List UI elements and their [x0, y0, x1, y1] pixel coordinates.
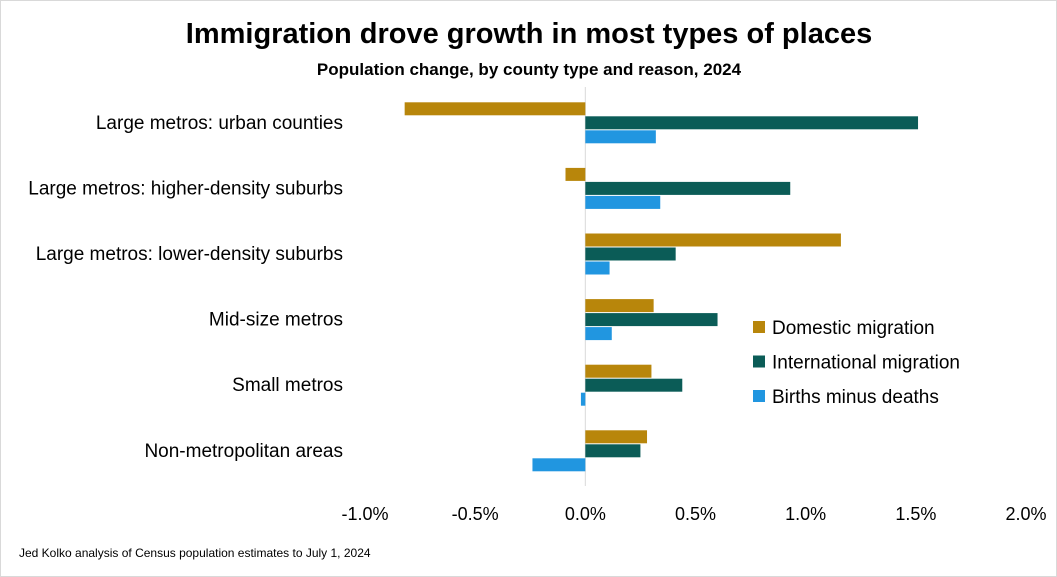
legend-label: International migration — [772, 353, 960, 374]
category-label: Small metros — [232, 375, 343, 396]
legend-label: Domestic migration — [772, 318, 935, 339]
legend: Domestic migration International migratio… — [753, 318, 960, 408]
bar — [404, 102, 586, 116]
plot-area: Large metros: urban counties Large metros… — [28, 87, 1047, 524]
x-tick-label: 0.5% — [675, 504, 716, 524]
x-tick-label: 2.0% — [1005, 504, 1046, 524]
category-label: Large metros: lower-density suburbs — [36, 244, 343, 265]
x-tick-label: -1.0% — [341, 504, 388, 524]
bar — [565, 167, 586, 181]
bar — [585, 116, 919, 130]
source-note: Jed Kolko analysis of Census population … — [19, 546, 371, 560]
bar — [585, 130, 656, 144]
bar — [585, 247, 676, 261]
legend-label: Births minus deaths — [772, 387, 939, 408]
bar — [585, 444, 641, 458]
legend-swatch — [753, 321, 765, 333]
x-tick-label: 1.0% — [785, 504, 826, 524]
legend-swatch — [753, 355, 765, 368]
bar — [585, 195, 661, 209]
bar — [532, 458, 586, 472]
bar — [585, 299, 654, 313]
x-tick-label: -0.5% — [452, 504, 499, 524]
bar — [585, 364, 652, 378]
category-label: Mid-size metros — [209, 310, 343, 331]
category-label: Large metros: higher-density suburbs — [28, 178, 343, 199]
category-label: Large metros: urban counties — [96, 113, 343, 134]
chart-subtitle: Population change, by county type and re… — [317, 60, 742, 79]
bar — [585, 327, 612, 341]
category-label: Non-metropolitan areas — [144, 441, 343, 462]
bar — [585, 430, 648, 444]
bar — [585, 181, 791, 195]
bar — [580, 392, 586, 406]
bar — [585, 313, 718, 327]
x-tick-label: 0.0% — [565, 504, 606, 524]
bar — [585, 378, 683, 392]
x-tick-label: 1.5% — [895, 504, 936, 524]
bar — [585, 261, 610, 275]
legend-swatch — [753, 390, 765, 402]
bar — [585, 233, 841, 247]
chart-title: Immigration drove growth in most types o… — [186, 18, 872, 50]
